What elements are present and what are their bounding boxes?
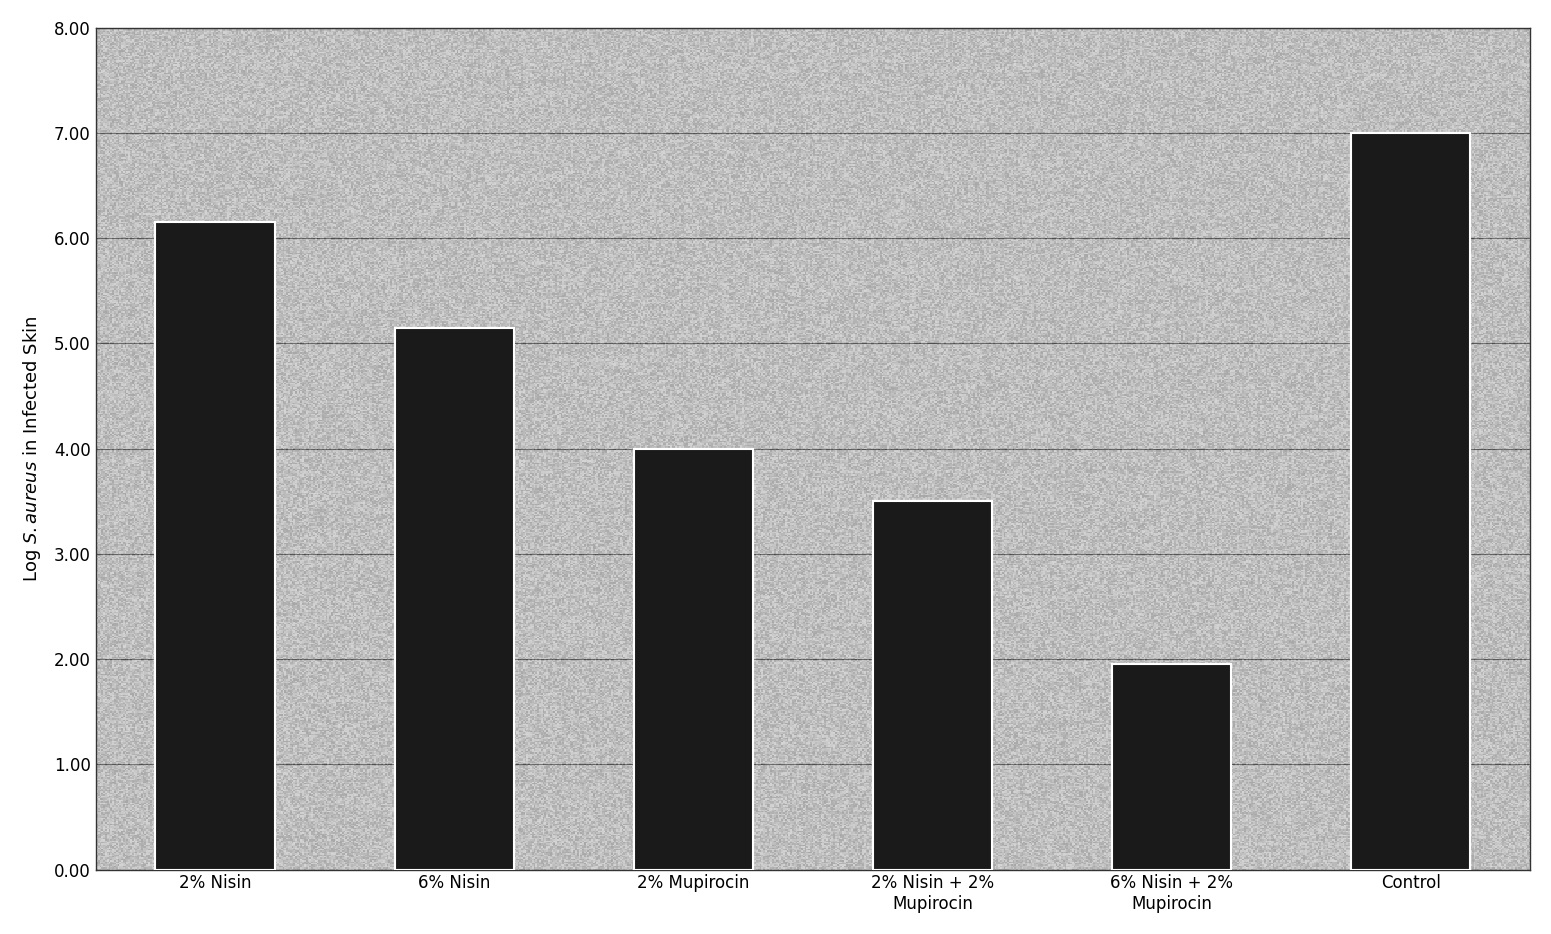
Y-axis label: Log $\it{S. aureus}$ in Infected Skin: Log $\it{S. aureus}$ in Infected Skin [20,316,43,582]
Bar [873,502,993,870]
Bar [394,328,513,870]
Bar [1112,664,1231,870]
Bar [394,328,513,870]
Bar [155,222,275,870]
Bar [634,448,754,870]
Bar [873,502,993,870]
Bar [1351,133,1470,870]
Bar [1112,664,1231,870]
Bar [634,448,754,870]
Bar [1351,133,1470,870]
Bar [155,222,275,870]
